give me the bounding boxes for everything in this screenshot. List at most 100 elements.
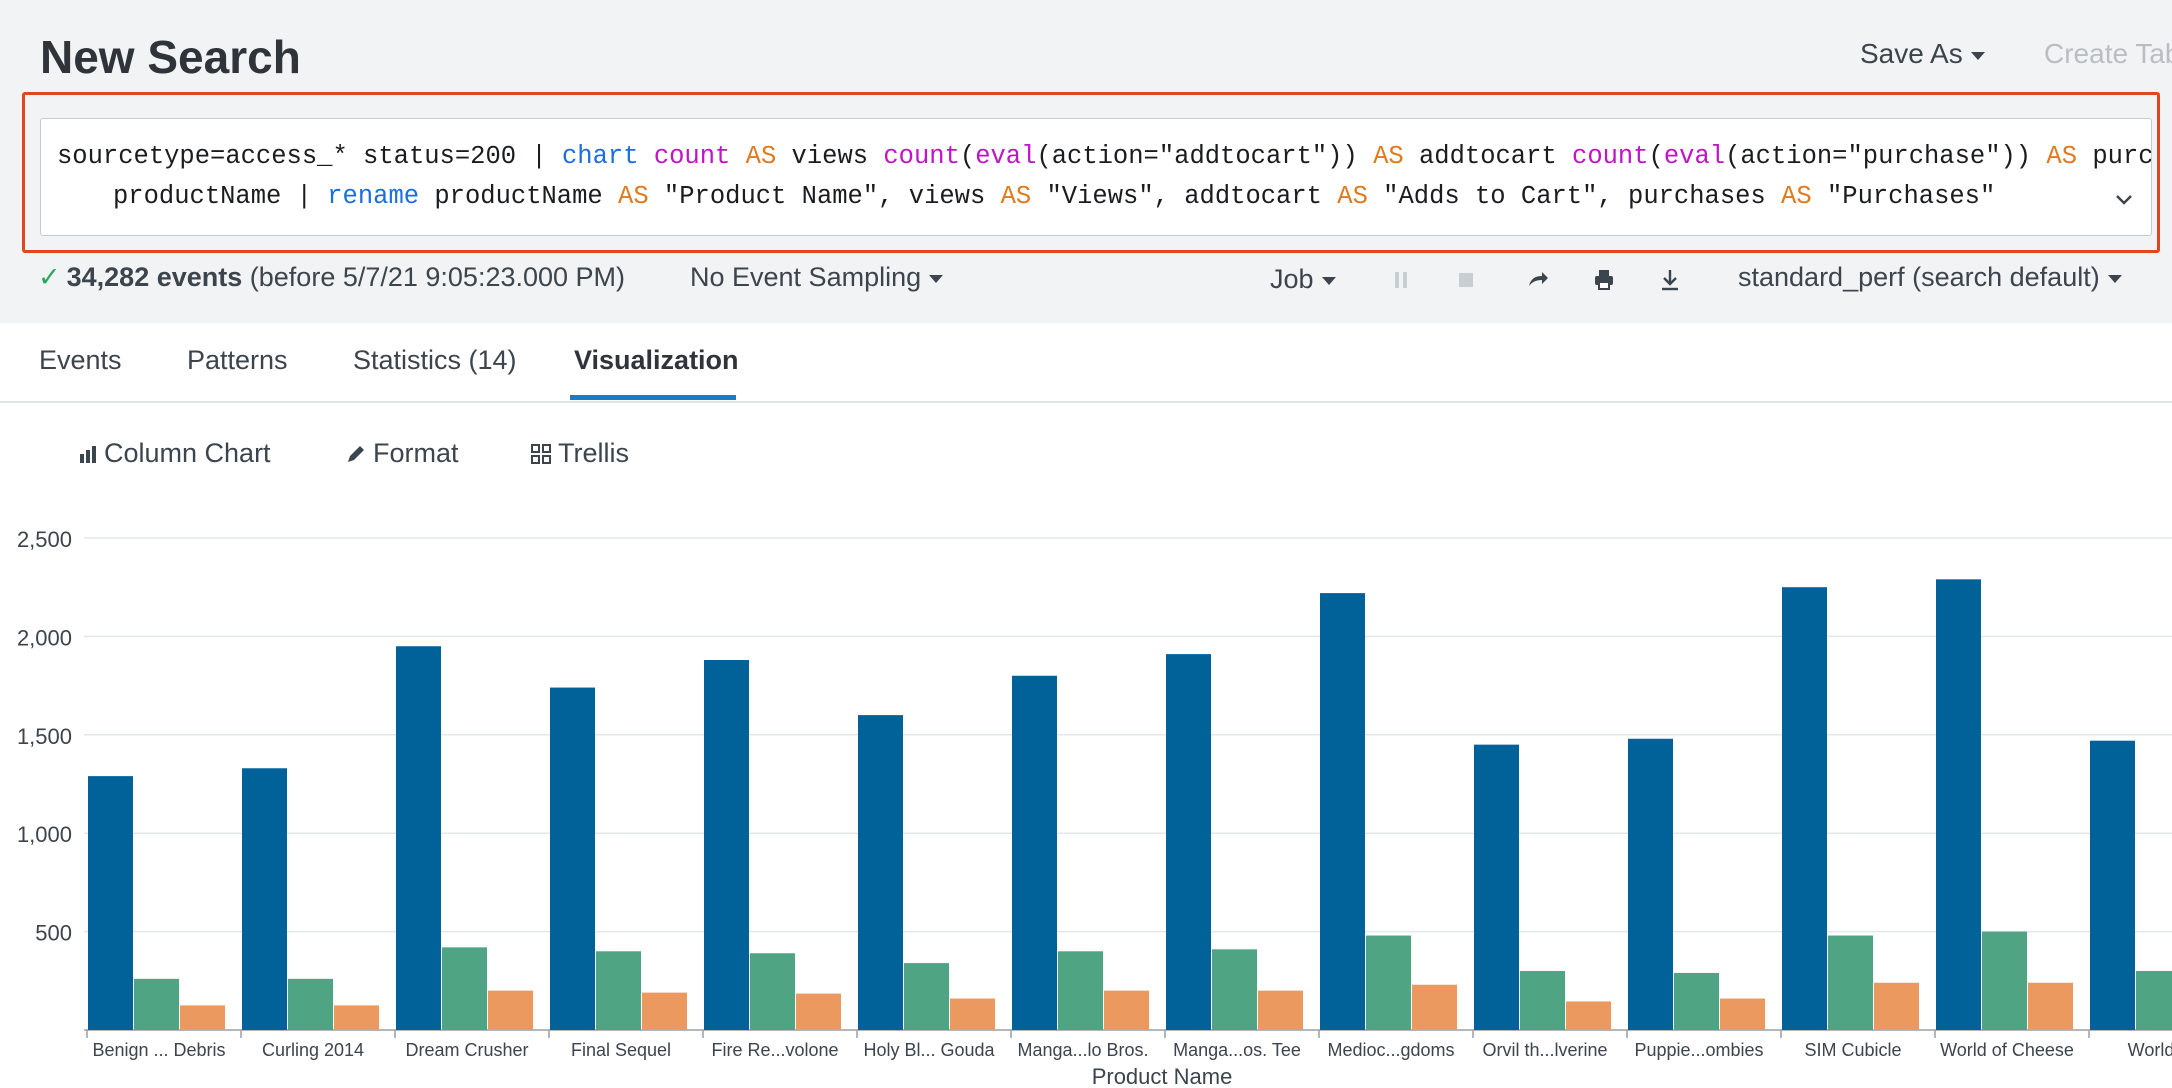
x-tick-label: Medioc...gdoms — [1327, 1040, 1454, 1060]
search-mode-dropdown[interactable]: standard_perf (search default) — [1738, 262, 2122, 293]
query-token: AS — [2046, 142, 2078, 171]
x-tick-label: Benign ... Debris — [92, 1040, 225, 1060]
query-token: AS — [1373, 142, 1404, 171]
query-token: count — [883, 142, 960, 171]
trellis-label: Trellis — [558, 438, 629, 468]
query-token — [639, 142, 654, 171]
bar-views — [704, 660, 749, 1030]
trellis-button[interactable]: Trellis — [530, 438, 629, 469]
bar-views — [2090, 740, 2135, 1030]
search-mode-label: standard_perf (search default) — [1738, 262, 2100, 292]
bar-purchases — [1566, 1001, 1611, 1030]
query-token: "Views", addtocart — [1031, 182, 1338, 211]
column-chart-button[interactable]: Column Chart — [78, 438, 271, 469]
query-token: views — [776, 142, 884, 171]
x-tick-label: Orvil th...lverine — [1482, 1040, 1607, 1060]
column-chart-label: Column Chart — [104, 438, 271, 468]
search-highlight-box — [22, 92, 2160, 253]
share-icon[interactable] — [1524, 266, 1552, 294]
search-query-line-1: sourcetype=access_* status=200 | chart c… — [57, 137, 2151, 177]
search-query: sourcetype=access_* status=200 | chart c… — [57, 137, 2151, 217]
event-sampling-dropdown[interactable]: No Event Sampling — [690, 262, 944, 293]
column-chart-icon — [80, 445, 96, 463]
bar-views — [1474, 744, 1519, 1030]
search-query-line-2: productName | rename productName AS "Pro… — [57, 177, 2091, 217]
query-token: AS — [1000, 182, 1032, 211]
query-token: sourcetype=access_* status=200 | — [57, 142, 562, 171]
query-token: AS — [618, 182, 649, 211]
x-tick-label: Manga...lo Bros. — [1017, 1040, 1148, 1060]
chevron-down-icon[interactable] — [2114, 190, 2134, 210]
pause-icon[interactable] — [1387, 266, 1415, 294]
bar-views — [1936, 579, 1981, 1030]
x-tick-label: Curling 2014 — [262, 1040, 364, 1060]
bar-views — [1782, 587, 1827, 1030]
y-tick-label: 500 — [35, 921, 72, 946]
bar-adds-to-cart — [1674, 972, 1719, 1030]
bar-views — [1012, 675, 1057, 1030]
bar-purchases — [180, 1005, 225, 1030]
x-tick-label: World of Cheese — [1940, 1040, 2074, 1060]
events-count: 34,282 events — [66, 262, 243, 292]
query-token: AS — [1337, 182, 1368, 211]
query-token: (action="addtocart")) — [1036, 142, 1374, 171]
pencil-icon — [348, 445, 364, 462]
trellis-icon — [531, 443, 551, 464]
x-tick-label: Holy Bl... Gouda — [863, 1040, 995, 1060]
query-token: eval — [1663, 142, 1726, 171]
save-as-button[interactable]: Save As — [1860, 38, 1985, 70]
bar-purchases — [2028, 982, 2073, 1030]
bar-purchases — [1104, 990, 1149, 1030]
query-token: rename — [327, 182, 420, 211]
job-menu[interactable]: Job — [1270, 264, 1336, 295]
y-tick-label: 2,500 — [17, 527, 72, 552]
column-chart: 500 1,000 1,500 2,000 2,500 Benign ... Debris… — [17, 527, 2172, 1088]
query-token: "Purchases" — [1811, 182, 1996, 211]
print-icon[interactable] — [1590, 266, 1618, 294]
bar-purchases — [334, 1005, 379, 1030]
x-tick-label: Fire Re...volone — [711, 1040, 838, 1060]
query-token: (action="purchase")) — [1725, 142, 2047, 171]
caret-down-icon — [929, 274, 944, 283]
x-axis-label: Product Name — [1092, 1064, 1233, 1088]
events-status: ✓ 34,282 events (before 5/7/21 9:05:23.00… — [38, 262, 625, 298]
bar-adds-to-cart — [1366, 935, 1411, 1030]
tab-statistics[interactable]: Statistics (14) — [353, 345, 517, 375]
format-button[interactable]: Format — [345, 438, 459, 469]
save-as-label: Save As — [1860, 38, 1963, 69]
tab-events[interactable]: Events — [39, 345, 122, 375]
query-token: productName — [419, 182, 619, 211]
bar-adds-to-cart — [442, 947, 487, 1030]
export-icon[interactable] — [1656, 266, 1684, 294]
bar-views — [1320, 593, 1365, 1030]
x-tick-label: Final Sequel — [571, 1040, 671, 1060]
check-icon: ✓ — [38, 262, 61, 292]
bar-adds-to-cart — [1828, 935, 1873, 1030]
bar-adds-to-cart — [596, 951, 641, 1030]
page-title: New Search — [40, 31, 301, 83]
bar-purchases — [1874, 982, 1919, 1030]
query-token: addtocart — [1403, 142, 1573, 171]
bar-purchases — [642, 992, 687, 1030]
query-token: eval — [975, 142, 1037, 171]
search-input[interactable]: sourcetype=access_* status=200 | chart c… — [40, 118, 2152, 236]
format-label: Format — [373, 438, 459, 468]
x-tick-label: World ... — [2128, 1040, 2172, 1060]
stop-icon[interactable] — [1452, 266, 1480, 294]
caret-down-icon — [1321, 276, 1336, 285]
tab-patterns[interactable]: Patterns — [187, 345, 288, 375]
job-label: Job — [1270, 264, 1314, 294]
query-token: ( — [959, 142, 976, 171]
bar-purchases — [1720, 998, 1765, 1030]
query-token: productName | — [113, 182, 328, 211]
bar-views — [396, 646, 441, 1030]
tab-visualization[interactable]: Visualization — [574, 345, 739, 375]
create-table-button[interactable]: Create Table — [2044, 38, 2172, 69]
bar-adds-to-cart — [1058, 951, 1103, 1030]
bar-adds-to-cart — [288, 978, 333, 1030]
bar-views — [550, 687, 595, 1030]
y-tick-label: 1,000 — [17, 822, 72, 847]
active-tab-indicator — [570, 395, 736, 400]
x-tick-label: Dream Crusher — [405, 1040, 528, 1060]
bar-adds-to-cart — [1982, 931, 2027, 1030]
